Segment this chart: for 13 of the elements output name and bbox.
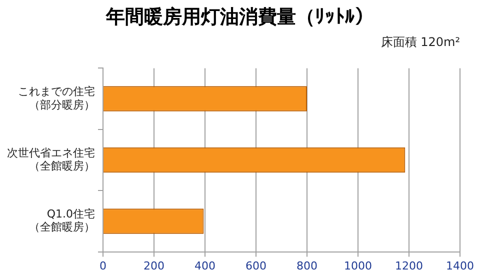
y-tick-label: Q1.0住宅（全館暖房） [29, 207, 95, 234]
x-tick-label: 0 [100, 259, 106, 272]
y-tick-label: 次世代省エネ住宅（全館暖房） [7, 146, 95, 172]
x-tick-label: 1200 [395, 259, 423, 272]
x-tick-label: 1000 [344, 259, 372, 272]
x-tick-label: 400 [194, 259, 216, 272]
y-tick-label: これまでの住宅（部分暖房） [18, 85, 95, 112]
x-tick-label: 1400 [446, 259, 474, 272]
text: 床面積 120m² [380, 34, 460, 51]
x-tick-label: 800 [296, 259, 318, 272]
x-tick-label: 600 [246, 259, 266, 272]
chart-title: 年間暖房用灯油消費量（ﾘｯﾄﾙ） [104, 5, 375, 30]
x-tick-label: 200 [144, 259, 164, 272]
